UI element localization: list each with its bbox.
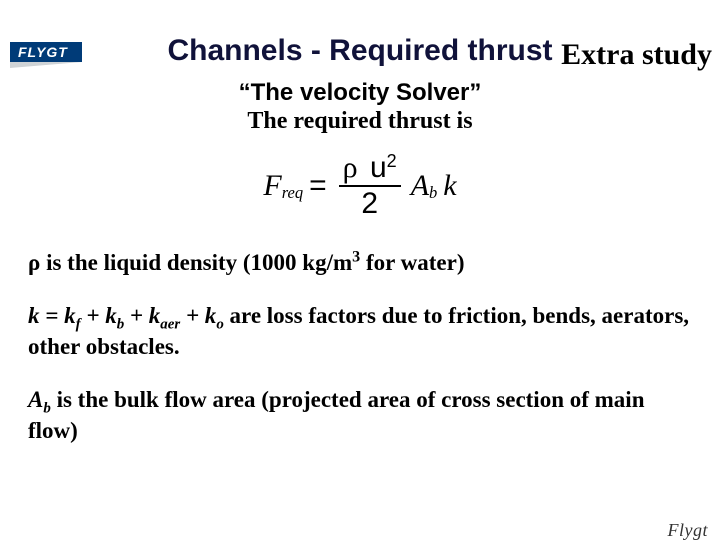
formula-sup2: 2 [387, 151, 397, 171]
brand-wedge [10, 62, 82, 68]
extra-study-label: Extra study [561, 38, 712, 72]
p2-plus3: + k [180, 303, 216, 328]
formula-u: u [370, 151, 387, 184]
formula-den: 2 [361, 187, 378, 219]
p2-plus2: + k [124, 303, 160, 328]
paragraph-rho: ρ is the liquid density (1000 kg/m3 for … [28, 247, 692, 278]
brand-logo-bottom: Flygt ITT Industries [616, 520, 709, 540]
p2-o: o [216, 317, 223, 333]
p1-exp: 3 [352, 248, 360, 265]
formula-k: k [443, 169, 456, 203]
p3-b: b [43, 401, 50, 417]
p2-k: k = k [28, 303, 76, 328]
subtitle-line2: The required thrust is [0, 108, 720, 135]
paragraph-Ab: Ab is the bulk flow area (projected area… [28, 384, 692, 446]
formula-rho: ρ [343, 151, 358, 184]
brand-logo-top: FLYGT [10, 42, 82, 68]
p1-text-a: is the liquid density (1000 kg/m [40, 250, 352, 275]
formula: Freq = ρ u2 2 Ab k [0, 153, 720, 219]
formula-eq: = [309, 169, 327, 203]
p2-aer: aer [160, 317, 180, 333]
subtitle-line1: “The velocity Solver” [0, 78, 720, 108]
body-text: ρ is the liquid density (1000 kg/m3 for … [0, 247, 720, 446]
brand-text: FLYGT [10, 42, 82, 62]
slide: FLYGT Extra study Channels - Required th… [0, 34, 720, 540]
formula-fraction: ρ u2 2 [339, 153, 401, 219]
p3-text: is the bulk flow area (projected area of… [28, 387, 645, 443]
paragraph-k: k = kf + kb + kaer + ko are loss factors… [28, 300, 692, 362]
footer-flygt: Flygt [616, 520, 709, 540]
p2-plus1: + k [81, 303, 117, 328]
p1-text-b: for water) [360, 250, 464, 275]
rho-symbol: ρ [28, 250, 40, 275]
formula-A: A [411, 169, 429, 203]
p3-A: A [28, 387, 43, 412]
formula-F: F [263, 169, 281, 203]
